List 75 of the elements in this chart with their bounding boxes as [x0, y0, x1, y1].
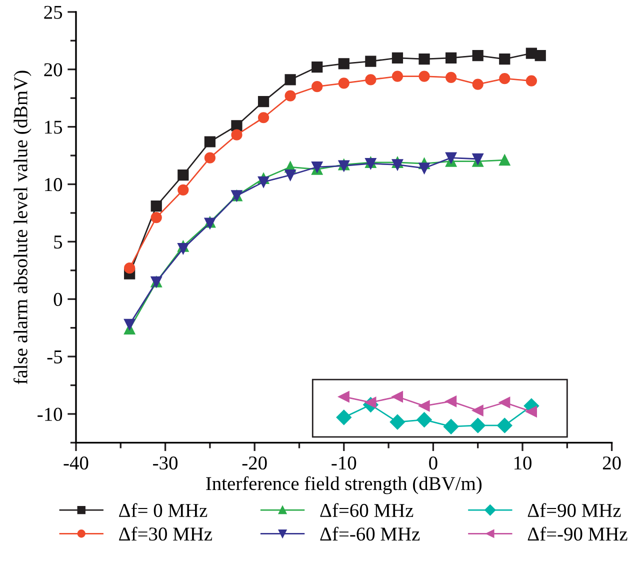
point	[472, 404, 484, 416]
point	[338, 58, 350, 70]
legend-label: Δf=-60 MHz	[320, 526, 420, 541]
point	[124, 262, 136, 274]
point	[150, 200, 162, 212]
point	[418, 400, 430, 412]
point	[534, 50, 546, 62]
point	[497, 418, 512, 434]
point	[150, 212, 162, 224]
point	[178, 169, 189, 181]
point	[258, 176, 270, 188]
point	[416, 412, 432, 428]
legend-label: Δf=30 MHz	[119, 526, 212, 541]
point	[446, 52, 457, 64]
x-tick-label: -30	[153, 456, 178, 470]
point	[204, 136, 216, 148]
point	[499, 73, 510, 84]
x-tick-label: 10	[514, 456, 532, 470]
y-axis-title: false alarm absolute level value (dBmV)	[13, 70, 32, 384]
x-tick-label: 0	[429, 456, 438, 470]
x-tick-label: -10	[332, 456, 356, 470]
point	[312, 81, 323, 92]
point	[526, 406, 537, 418]
point	[365, 74, 376, 86]
point	[284, 74, 296, 86]
point	[446, 72, 457, 83]
y-tick-label: -10	[38, 408, 62, 421]
legend-label: Δf=60 MHz	[320, 503, 414, 518]
point	[365, 56, 376, 67]
legend-label: Δf=-90 MHz	[528, 526, 628, 541]
y-tick-label: 15	[45, 120, 62, 134]
point	[258, 96, 270, 108]
point	[470, 418, 486, 434]
x-tick-label: -40	[64, 456, 88, 470]
point	[499, 154, 510, 166]
point	[284, 90, 296, 102]
y-tick-label: 25	[44, 6, 62, 19]
point	[178, 184, 189, 196]
point	[392, 52, 404, 64]
point	[312, 62, 323, 73]
point	[338, 391, 350, 402]
point	[418, 70, 430, 82]
point	[472, 50, 484, 62]
y-tick-label: -5	[47, 350, 62, 364]
point	[446, 152, 457, 164]
point	[392, 70, 404, 82]
y-tick-label: 0	[54, 292, 62, 306]
point	[338, 78, 350, 89]
point	[526, 75, 537, 86]
point	[446, 396, 457, 407]
point	[336, 410, 352, 425]
y-tick-label: 5	[54, 236, 62, 249]
point	[178, 243, 189, 254]
point	[392, 159, 404, 170]
y-tick-label: 10	[45, 178, 62, 192]
point	[499, 396, 510, 408]
point	[204, 152, 216, 164]
legend-label: Δf=90 MHz	[528, 503, 621, 518]
point	[472, 78, 484, 90]
point	[124, 318, 136, 330]
point	[443, 419, 459, 434]
point	[418, 53, 430, 65]
y-tick-label: 20	[44, 63, 62, 76]
point	[499, 53, 510, 65]
x-tick-label: -20	[242, 456, 267, 470]
point	[392, 391, 404, 402]
legend-label: Δf= 0 MHz	[119, 503, 208, 518]
point	[258, 112, 270, 124]
x-tick-label: 20	[602, 456, 621, 470]
point	[231, 129, 242, 140]
point	[231, 120, 242, 132]
x-axis-title: Interference field strength (dBV/m)	[206, 476, 482, 494]
point	[284, 169, 296, 181]
point	[390, 414, 406, 430]
point	[418, 162, 430, 174]
